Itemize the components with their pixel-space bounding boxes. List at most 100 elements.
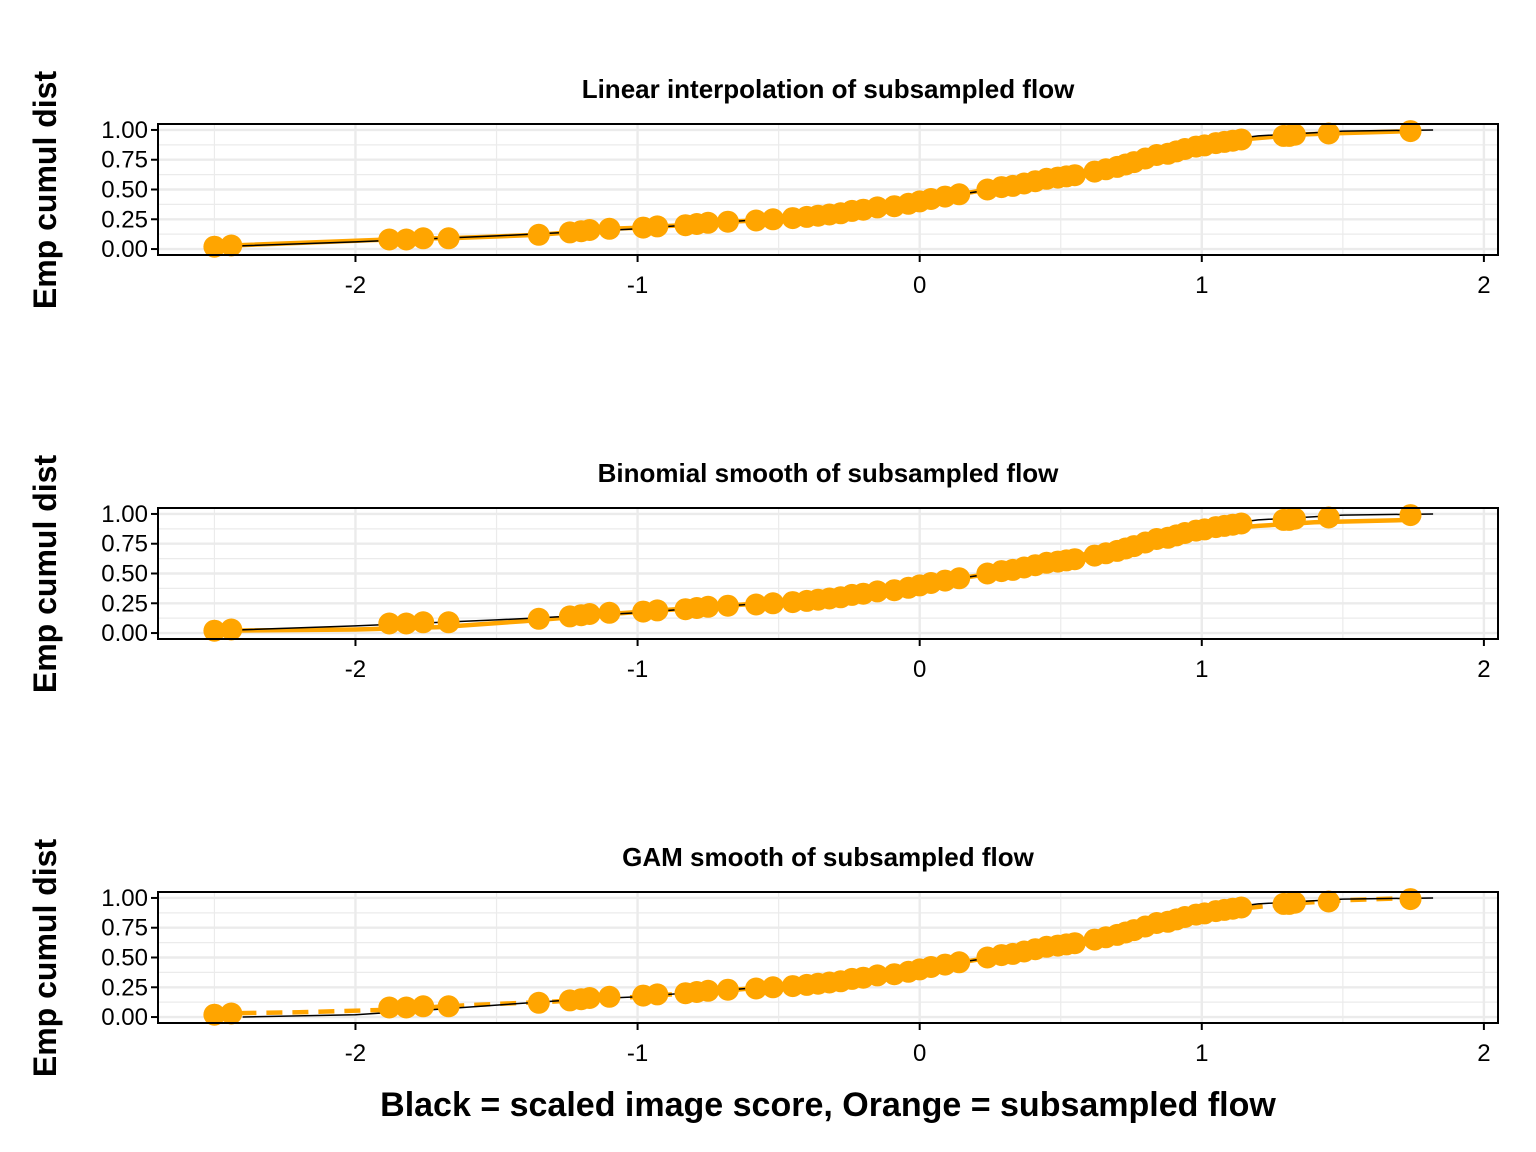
orange-point bbox=[948, 951, 971, 974]
orange-point bbox=[762, 208, 784, 231]
orange-point bbox=[378, 228, 401, 251]
orange-point bbox=[866, 196, 889, 219]
y-axis-title: Emp cumul dist bbox=[27, 839, 63, 1078]
orange-point bbox=[697, 595, 720, 618]
orange-point bbox=[745, 209, 768, 232]
orange-point bbox=[437, 227, 460, 250]
orange-point bbox=[697, 211, 720, 234]
orange-point bbox=[527, 607, 550, 630]
panel-title: GAM smooth of subsampled flow bbox=[622, 842, 1034, 872]
x-tick-label: 1 bbox=[1195, 656, 1208, 683]
x-tick-label: -2 bbox=[345, 1040, 366, 1067]
orange-point bbox=[1317, 122, 1340, 145]
panel-3: GAM smooth of subsampled flow Emp cumul d… bbox=[27, 839, 1499, 1078]
x-tick-label: -1 bbox=[627, 656, 648, 683]
orange-point bbox=[578, 219, 601, 241]
orange-point bbox=[598, 217, 621, 240]
x-tick-label: 0 bbox=[913, 656, 926, 683]
orange-point bbox=[598, 985, 621, 1008]
x-tick-label: 0 bbox=[913, 1040, 926, 1067]
orange-point bbox=[1399, 888, 1422, 911]
panel-1: Linear interpolation of subsampled flow E… bbox=[27, 71, 1499, 310]
x-tick-label: 1 bbox=[1195, 272, 1208, 299]
orange-point bbox=[948, 183, 971, 206]
y-tick-label: 0.50 bbox=[101, 945, 148, 972]
y-axis-title: Emp cumul dist bbox=[27, 455, 63, 694]
x-tick-label: 1 bbox=[1195, 1040, 1208, 1067]
y-tick-label: 0.75 bbox=[101, 531, 148, 558]
x-axis-title: Black = scaled image score, Orange = sub… bbox=[380, 1086, 1276, 1124]
orange-point bbox=[1063, 164, 1086, 187]
orange-point bbox=[646, 983, 669, 1006]
panel-2: Binomial smooth of subsampled flow Emp cu… bbox=[27, 455, 1499, 694]
panel-title: Linear interpolation of subsampled flow bbox=[582, 74, 1075, 104]
y-tick-label: 0.50 bbox=[101, 561, 148, 588]
orange-point bbox=[437, 611, 460, 634]
y-tick-label: 1.00 bbox=[101, 501, 148, 528]
orange-point bbox=[412, 227, 435, 250]
orange-point bbox=[646, 215, 669, 238]
x-tick-label: 2 bbox=[1477, 656, 1490, 683]
orange-point bbox=[716, 210, 739, 233]
orange-point bbox=[1283, 891, 1306, 914]
y-tick-label: 0.75 bbox=[101, 915, 148, 942]
orange-point bbox=[1399, 120, 1422, 143]
orange-point bbox=[412, 611, 435, 634]
orange-point bbox=[745, 593, 768, 616]
orange-point bbox=[745, 977, 768, 1000]
y-tick-label: 0.75 bbox=[101, 147, 148, 174]
y-tick-label: 0.00 bbox=[101, 236, 148, 263]
orange-point bbox=[412, 995, 435, 1018]
orange-point bbox=[395, 612, 418, 635]
y-tick-label: 1.00 bbox=[101, 885, 148, 912]
y-tick-label: 0.25 bbox=[101, 974, 148, 1001]
x-tick-label: -2 bbox=[345, 272, 366, 299]
orange-point bbox=[646, 599, 669, 622]
x-tick-label: -1 bbox=[627, 1040, 648, 1067]
orange-point bbox=[598, 601, 621, 624]
orange-point bbox=[395, 228, 418, 251]
x-tick-label: 0 bbox=[913, 272, 926, 299]
orange-point bbox=[1230, 896, 1253, 919]
y-tick-label: 0.00 bbox=[101, 1004, 148, 1031]
orange-point bbox=[866, 964, 889, 987]
orange-point bbox=[203, 235, 226, 258]
y-tick-label: 0.25 bbox=[101, 206, 148, 233]
orange-point bbox=[1399, 504, 1422, 527]
orange-point bbox=[437, 995, 460, 1018]
orange-point bbox=[716, 978, 739, 1001]
panel-title: Binomial smooth of subsampled flow bbox=[598, 458, 1060, 488]
orange-point bbox=[1317, 890, 1340, 913]
orange-point bbox=[578, 603, 601, 625]
orange-point bbox=[1283, 507, 1306, 530]
orange-point bbox=[1317, 506, 1340, 529]
x-tick-label: -2 bbox=[345, 656, 366, 683]
orange-point bbox=[1063, 932, 1086, 955]
orange-point bbox=[220, 618, 243, 641]
orange-point bbox=[762, 976, 784, 999]
orange-point bbox=[697, 979, 720, 1002]
y-tick-label: 0.00 bbox=[101, 620, 148, 647]
orange-point bbox=[866, 580, 889, 603]
orange-point bbox=[578, 987, 601, 1009]
orange-point bbox=[948, 567, 971, 590]
x-tick-label: -1 bbox=[627, 272, 648, 299]
orange-point bbox=[1283, 123, 1306, 146]
x-tick-label: 2 bbox=[1477, 1040, 1490, 1067]
x-tick-label: 2 bbox=[1477, 272, 1490, 299]
y-tick-label: 0.25 bbox=[101, 590, 148, 617]
orange-point bbox=[1063, 548, 1086, 571]
orange-point bbox=[762, 592, 784, 615]
orange-point bbox=[1230, 512, 1253, 535]
orange-point bbox=[220, 1002, 243, 1025]
orange-point bbox=[716, 594, 739, 617]
orange-point bbox=[378, 996, 401, 1019]
orange-point bbox=[1230, 128, 1253, 151]
y-tick-label: 0.50 bbox=[101, 177, 148, 204]
orange-point bbox=[527, 991, 550, 1014]
y-tick-label: 1.00 bbox=[101, 117, 148, 144]
orange-point bbox=[395, 996, 418, 1019]
y-axis-title: Emp cumul dist bbox=[27, 71, 63, 310]
